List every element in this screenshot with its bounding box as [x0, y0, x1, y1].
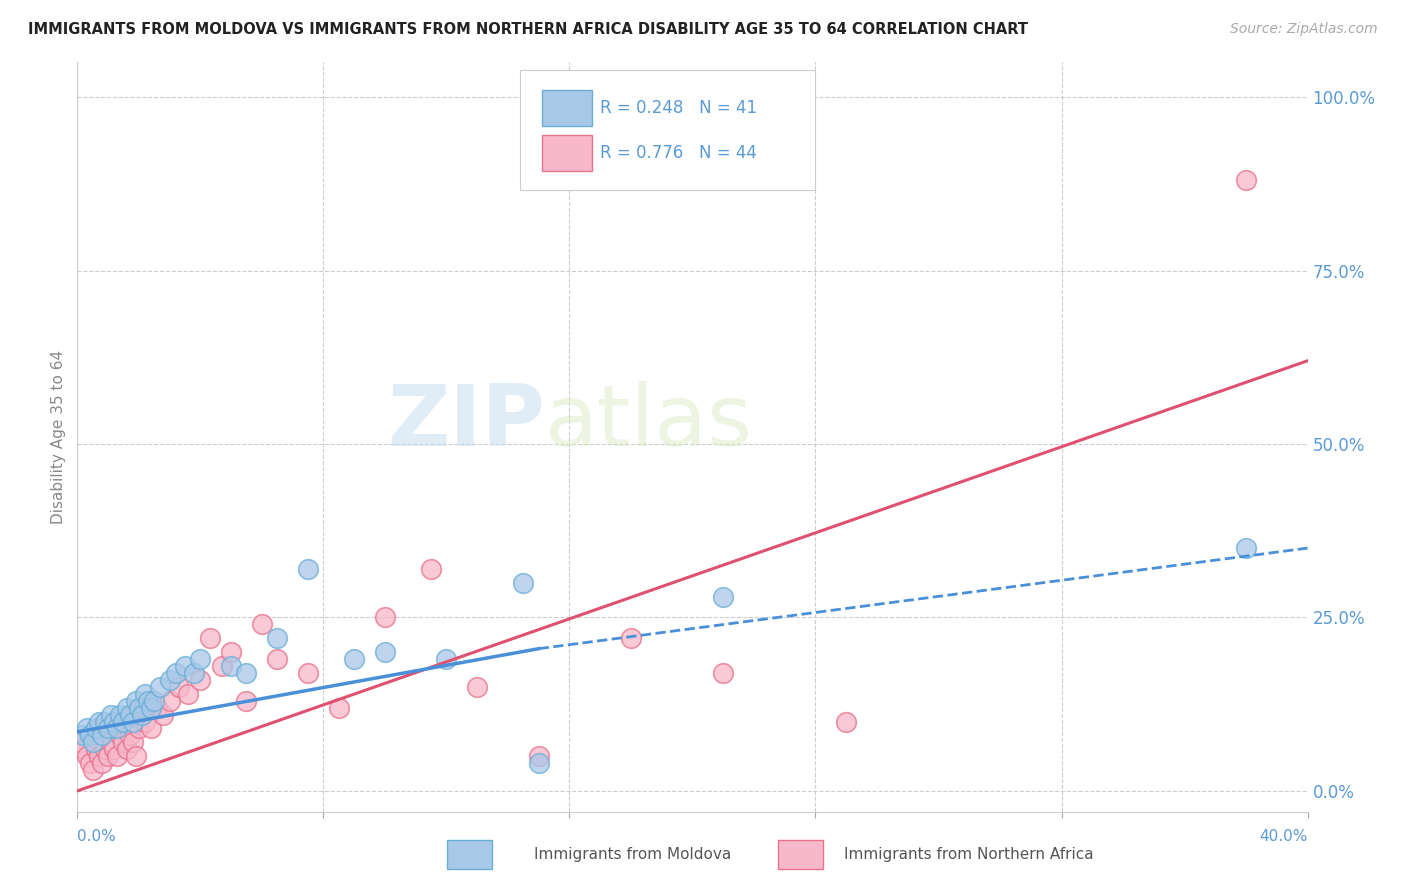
Point	[72, 742, 94, 756]
Point	[266, 652, 288, 666]
Point	[100, 735, 122, 749]
Point	[211, 659, 233, 673]
Point	[100, 707, 122, 722]
Point	[105, 749, 128, 764]
Text: Source: ZipAtlas.com: Source: ZipAtlas.com	[1230, 22, 1378, 37]
Point	[97, 749, 120, 764]
Point	[374, 645, 396, 659]
Point	[188, 673, 212, 687]
Point	[125, 694, 148, 708]
Point	[112, 714, 135, 729]
Point	[94, 714, 117, 729]
Point	[136, 694, 159, 708]
Point	[174, 659, 197, 673]
Point	[110, 728, 132, 742]
Point	[121, 735, 143, 749]
Text: 40.0%: 40.0%	[1260, 829, 1308, 844]
Point	[118, 728, 141, 742]
Point	[97, 722, 120, 736]
Point	[177, 687, 200, 701]
Point	[266, 632, 288, 646]
Point	[131, 707, 153, 722]
Point	[79, 756, 101, 771]
Point	[235, 694, 257, 708]
Point	[115, 700, 138, 714]
Point	[141, 700, 163, 714]
Point	[297, 562, 319, 576]
Point	[103, 714, 125, 729]
Point	[835, 714, 858, 729]
Point	[465, 680, 488, 694]
Point	[527, 749, 550, 764]
Point	[82, 735, 104, 749]
Point	[82, 763, 104, 777]
Point	[90, 728, 114, 742]
Point	[527, 756, 550, 771]
Point	[152, 707, 174, 722]
FancyBboxPatch shape	[520, 70, 815, 190]
Point	[115, 742, 138, 756]
Point	[183, 665, 205, 680]
Point	[198, 632, 221, 646]
Point	[149, 680, 172, 694]
Point	[711, 590, 734, 604]
Point	[105, 722, 128, 736]
Point	[118, 707, 141, 722]
Point	[436, 652, 458, 666]
Point	[79, 728, 101, 742]
Point	[87, 714, 110, 729]
Point	[165, 665, 187, 680]
Point	[188, 652, 212, 666]
Text: Immigrants from Moldova: Immigrants from Moldova	[534, 847, 731, 862]
Text: R = 0.248   N = 41: R = 0.248 N = 41	[600, 99, 758, 117]
Point	[297, 665, 319, 680]
Point	[159, 673, 181, 687]
Text: Immigrants from Northern Africa: Immigrants from Northern Africa	[844, 847, 1094, 862]
Point	[219, 659, 242, 673]
Point	[146, 700, 169, 714]
Point	[72, 728, 94, 742]
Point	[110, 707, 132, 722]
Point	[512, 575, 534, 590]
Point	[121, 714, 143, 729]
Point	[69, 735, 91, 749]
Point	[250, 617, 273, 632]
Point	[219, 645, 242, 659]
Point	[103, 742, 125, 756]
Point	[343, 652, 366, 666]
Point	[420, 562, 443, 576]
Point	[76, 749, 98, 764]
Point	[134, 687, 156, 701]
Text: atlas: atlas	[546, 381, 752, 464]
Point	[1234, 173, 1257, 187]
Point	[90, 756, 114, 771]
Point	[84, 722, 107, 736]
Bar	[543, 135, 592, 171]
Point	[374, 610, 396, 624]
Text: ZIP: ZIP	[387, 381, 546, 464]
Point	[711, 665, 734, 680]
Point	[167, 680, 190, 694]
Point	[94, 742, 117, 756]
Point	[134, 714, 156, 729]
Point	[84, 742, 107, 756]
Point	[235, 665, 257, 680]
Text: 0.0%: 0.0%	[77, 829, 117, 844]
Point	[328, 700, 350, 714]
Point	[76, 722, 98, 736]
Text: R = 0.776   N = 44: R = 0.776 N = 44	[600, 145, 756, 162]
Y-axis label: Disability Age 35 to 64: Disability Age 35 to 64	[51, 350, 66, 524]
Text: IMMIGRANTS FROM MOLDOVA VS IMMIGRANTS FROM NORTHERN AFRICA DISABILITY AGE 35 TO : IMMIGRANTS FROM MOLDOVA VS IMMIGRANTS FR…	[28, 22, 1028, 37]
Point	[143, 694, 166, 708]
Point	[112, 735, 135, 749]
Point	[141, 722, 163, 736]
Point	[128, 722, 150, 736]
Point	[125, 749, 148, 764]
Point	[128, 700, 150, 714]
Point	[87, 749, 110, 764]
Point	[620, 632, 643, 646]
Point	[159, 694, 181, 708]
Bar	[543, 90, 592, 126]
Point	[1234, 541, 1257, 555]
